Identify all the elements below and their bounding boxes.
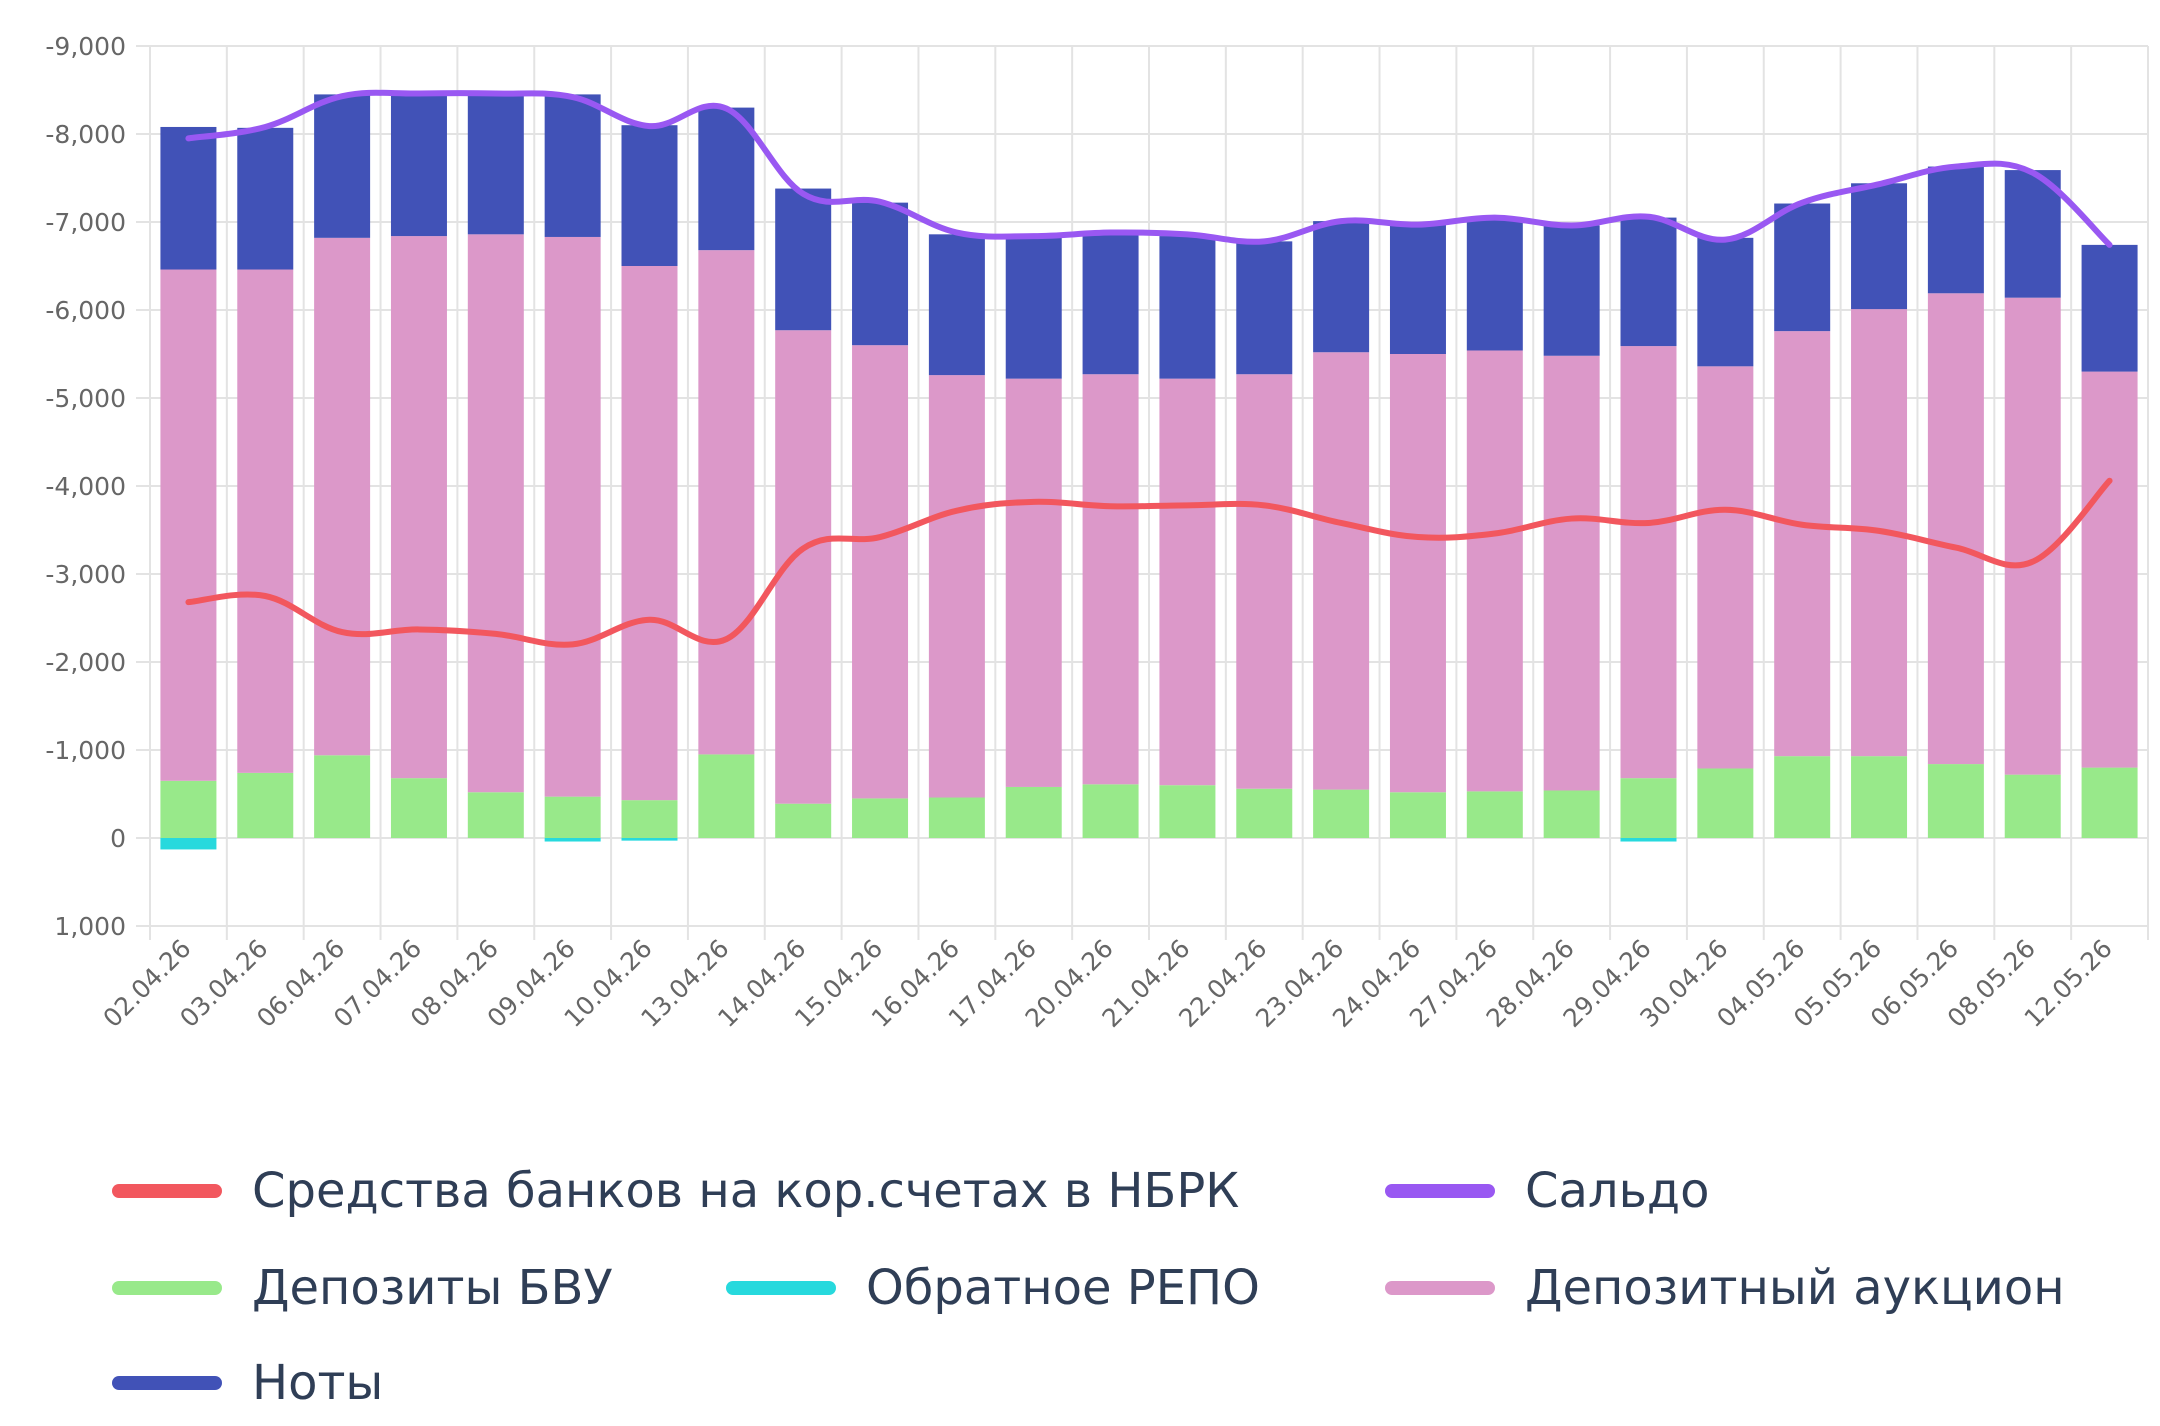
bar-ноты <box>1620 217 1677 347</box>
bar-депозиты-бву <box>1159 785 1216 838</box>
y-tick-label: -2,000 <box>45 648 126 677</box>
y-tick-label: -8,000 <box>45 120 126 149</box>
bar-ноты <box>928 234 985 376</box>
bar-депозиты-бву <box>1851 756 1908 838</box>
bar-депозиты-бву <box>467 792 524 838</box>
bar-ноты <box>1466 219 1523 351</box>
bar-ноты <box>2004 170 2061 298</box>
bar-ноты <box>1697 237 1754 367</box>
bar-депозитный-аукцион <box>1466 350 1523 792</box>
bar-депозитный-аукцион <box>544 236 601 797</box>
bar-депозитный-аукцион <box>1082 374 1139 785</box>
bar-депозитный-аукцион <box>237 269 294 773</box>
bar-депозиты-бву <box>928 797 985 838</box>
y-tick-label: -9,000 <box>45 32 126 61</box>
bar-депозиты-бву <box>621 800 678 838</box>
y-tick-label: -1,000 <box>45 736 126 765</box>
bar-ноты <box>1389 223 1446 354</box>
bar-депозитный-аукцион <box>1543 355 1600 791</box>
bar-ноты <box>1082 233 1139 375</box>
bar-ноты <box>1543 225 1600 356</box>
bar-депозитный-аукцион <box>1159 378 1216 786</box>
y-tick-label: -4,000 <box>45 472 126 501</box>
bar-ноты <box>852 202 909 346</box>
bar-ноты <box>1927 166 1984 294</box>
bar-депозиты-бву <box>2004 774 2061 838</box>
y-tick-label: -5,000 <box>45 384 126 413</box>
bar-ноты <box>1851 183 1908 310</box>
bar-депозитный-аукцион <box>314 237 371 756</box>
bar-ноты <box>160 126 217 270</box>
bar-обратное-репо <box>160 838 217 850</box>
bar-депозитный-аукцион <box>1927 293 1984 765</box>
bar-депозиты-бву <box>2081 767 2138 838</box>
y-tick-label: -7,000 <box>45 208 126 237</box>
bar-обратное-репо <box>621 838 678 841</box>
y-tick-label: 1,000 <box>54 912 126 941</box>
bar-депозиты-бву <box>237 772 294 838</box>
bar-депозитный-аукцион <box>1774 331 1831 757</box>
line-средства-банков-на-кор.счетах-в-нбрк <box>185 477 2113 648</box>
bar-ноты <box>237 127 294 270</box>
bar-депозиты-бву <box>1927 764 1984 838</box>
bar-ноты <box>544 94 601 237</box>
bar-депозиты-бву <box>160 780 217 838</box>
bar-депозитный-аукцион <box>1313 352 1370 790</box>
bar-депозитный-аукцион <box>1697 366 1754 769</box>
bar-депозитный-аукцион <box>1389 354 1446 793</box>
bar-депозитный-аукцион <box>2004 297 2061 775</box>
bar-ноты <box>698 107 755 251</box>
bar-депозиты-бву <box>1697 768 1754 838</box>
bar-ноты <box>621 125 678 266</box>
bar-депозиты-бву <box>544 796 601 838</box>
bar-депозитный-аукцион <box>1005 378 1062 787</box>
bar-обратное-репо <box>1620 838 1677 842</box>
bar-депозитный-аукцион <box>621 266 678 801</box>
y-tick-label: -3,000 <box>45 560 126 589</box>
bar-депозиты-бву <box>852 798 909 838</box>
bar-депозиты-бву <box>775 803 832 838</box>
bar-депозитный-аукцион <box>467 234 524 793</box>
bar-депозиты-бву <box>1005 786 1062 838</box>
bar-депозиты-бву <box>1543 790 1600 838</box>
bar-депозиты-бву <box>1389 792 1446 838</box>
bar-ноты <box>1005 236 1062 379</box>
bar-ноты <box>775 188 832 331</box>
bar-депозитный-аукцион <box>852 345 909 799</box>
bar-ноты <box>1236 241 1293 375</box>
bar-депозиты-бву <box>698 754 755 838</box>
bar-ноты <box>467 92 524 235</box>
line-сальдо <box>185 89 2113 248</box>
bar-ноты <box>1159 236 1216 379</box>
bar-ноты <box>1313 221 1370 353</box>
bar-ноты <box>390 92 447 237</box>
bar-депозиты-бву <box>1774 756 1831 838</box>
bar-депозиты-бву <box>1082 784 1139 838</box>
bar-депозитный-аукцион <box>928 375 985 798</box>
bar-ноты <box>1774 203 1831 332</box>
bars <box>160 92 2138 850</box>
bar-депозитный-аукцион <box>390 236 447 779</box>
bar-депозиты-бву <box>1466 791 1523 838</box>
bar-депозитный-аукцион <box>1620 346 1677 779</box>
y-tick-label: 0 <box>110 824 126 853</box>
bar-депозиты-бву <box>1620 778 1677 838</box>
bar-ноты <box>2081 244 2138 372</box>
bar-депозиты-бву <box>390 778 447 838</box>
bar-депозиты-бву <box>1236 788 1293 838</box>
bar-депозитный-аукцион <box>698 250 755 755</box>
bar-депозитный-аукцион <box>1236 374 1293 789</box>
bar-депозиты-бву <box>1313 789 1370 838</box>
bar-обратное-репо <box>544 838 601 842</box>
bar-депозиты-бву <box>314 755 371 838</box>
bar-ноты <box>314 94 371 238</box>
bar-депозитный-аукцион <box>160 269 217 781</box>
bar-депозитный-аукцион <box>2081 371 2138 768</box>
y-tick-label: -6,000 <box>45 296 126 325</box>
